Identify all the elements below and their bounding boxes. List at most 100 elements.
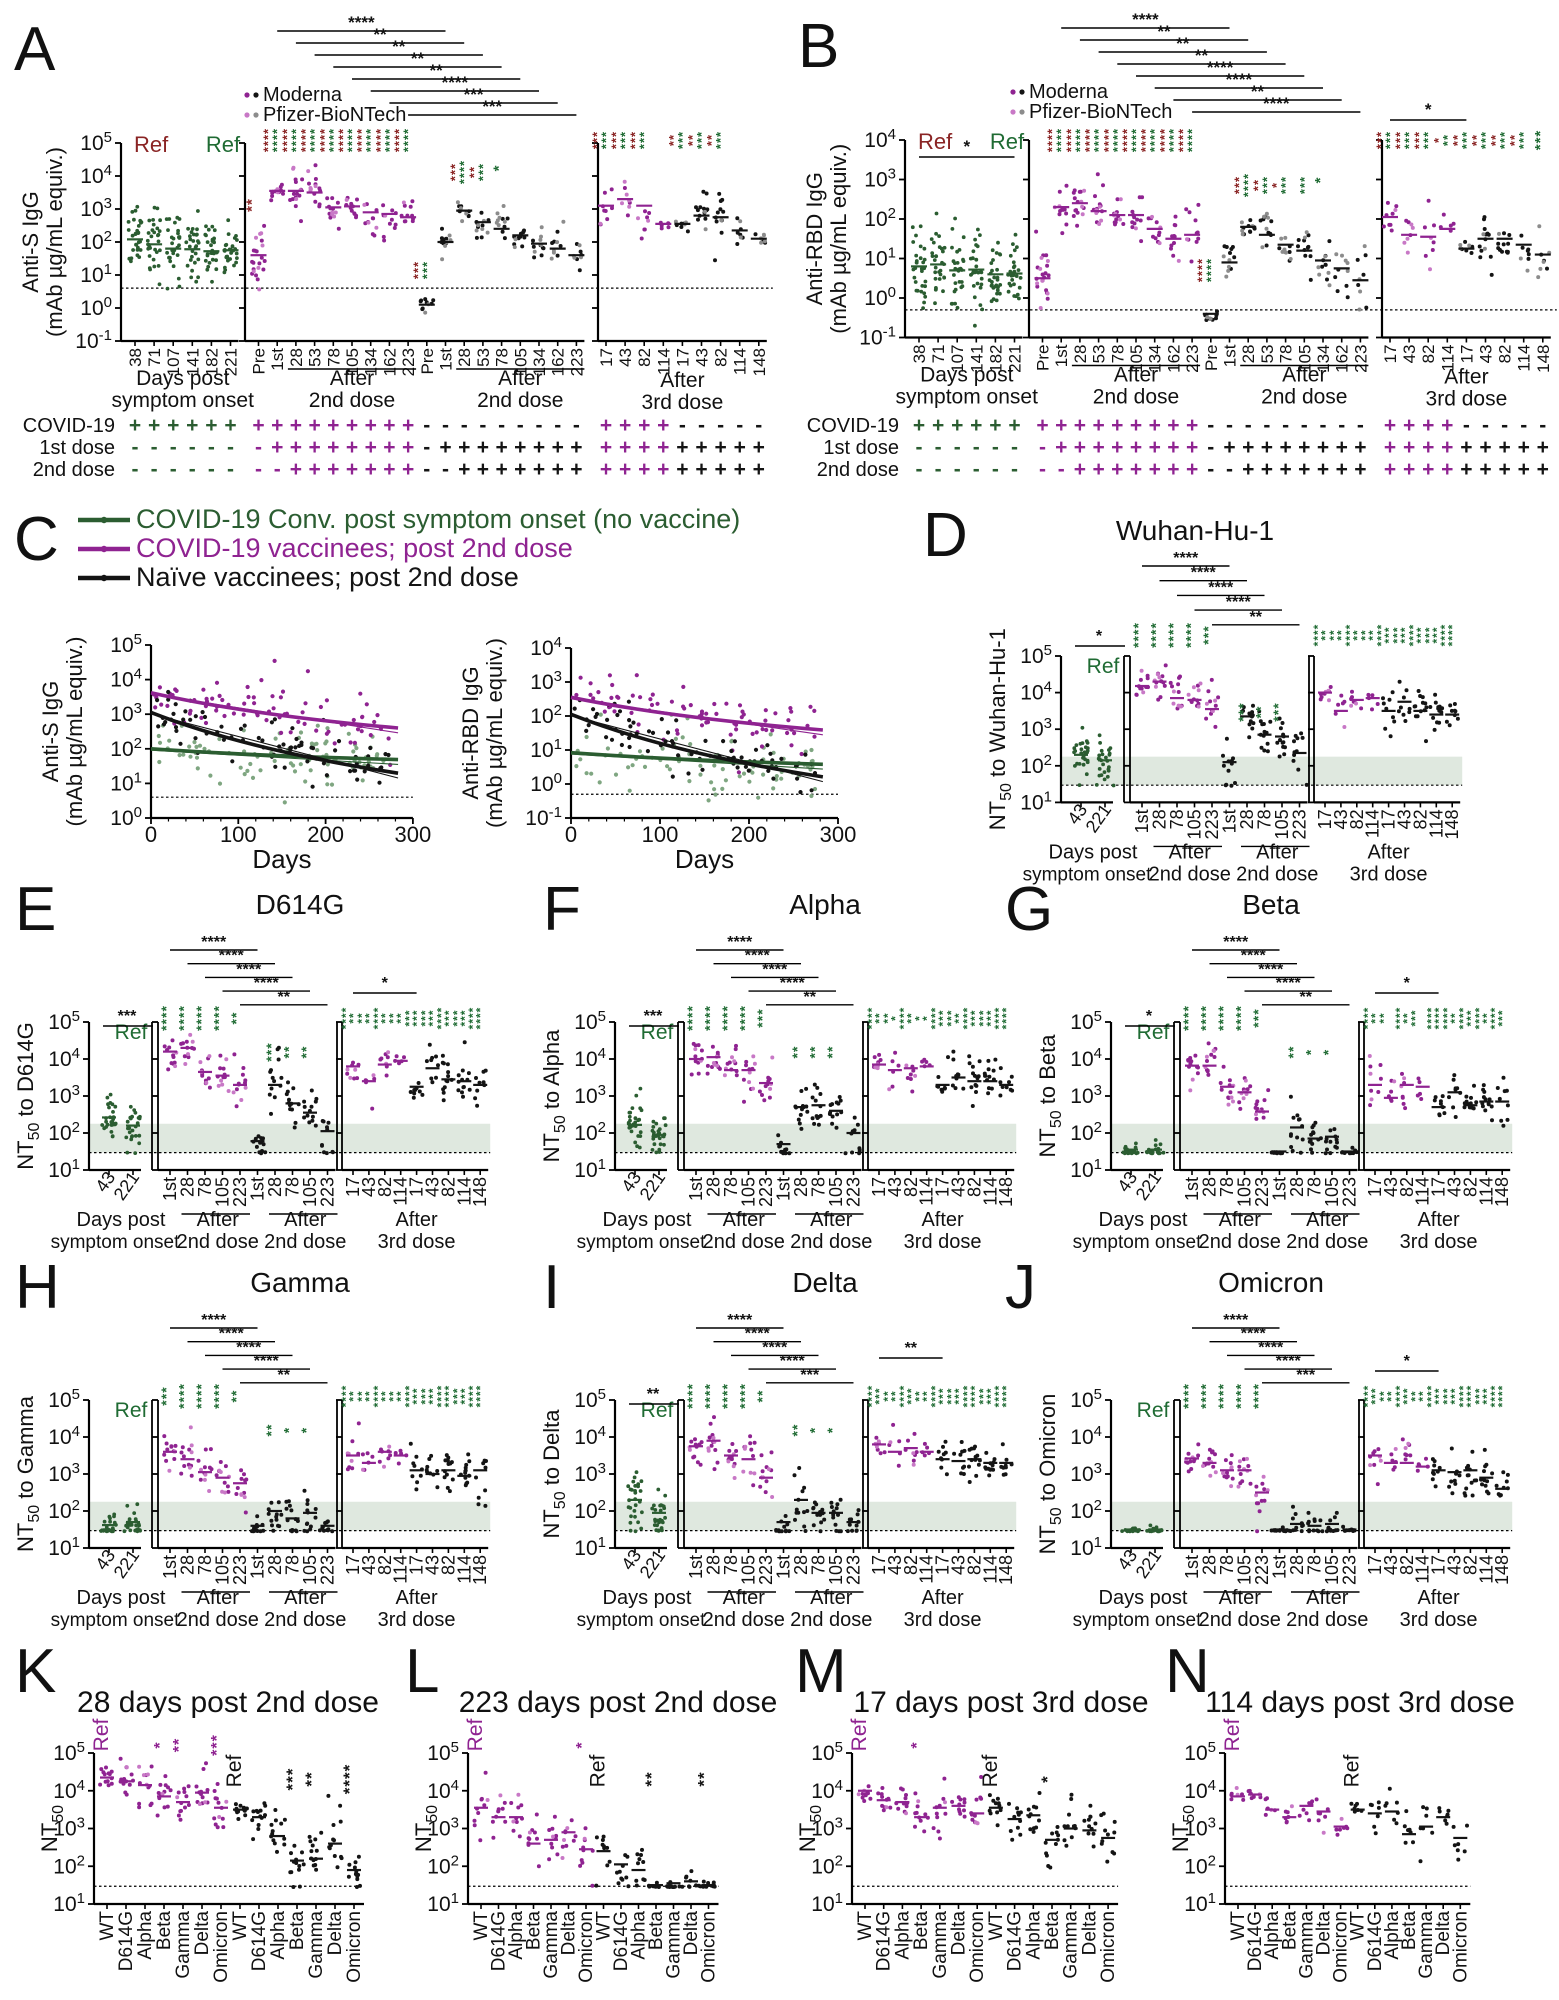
svg-text:WT: WT [471, 1911, 492, 1941]
svg-text:-: - [255, 436, 262, 459]
svg-text:+: + [913, 414, 925, 437]
svg-text:2nd dose: 2nd dose [33, 459, 115, 481]
svg-text:***: *** [419, 261, 434, 279]
svg-text:****: **** [1446, 624, 1460, 647]
svg-text:**: ** [1253, 706, 1269, 719]
svg-text:-: - [1039, 458, 1046, 481]
svg-text:+: + [1354, 458, 1366, 481]
svg-text:+: + [514, 436, 526, 459]
svg-text:+: + [1422, 414, 1434, 437]
svg-text:105: 105 [1235, 1177, 1255, 1207]
svg-text:**: ** [362, 1390, 376, 1401]
svg-text:****: **** [354, 128, 369, 152]
svg-text:Beta: Beta [911, 1911, 932, 1951]
svg-text:103: 103 [574, 1460, 606, 1486]
svg-text:(mAb µg/mL equiv.): (mAb µg/mL equiv.) [826, 144, 851, 334]
svg-text:(mAb µg/mL equiv.): (mAb µg/mL equiv.) [42, 147, 67, 337]
svg-text:*: * [1404, 975, 1411, 992]
svg-text:17: 17 [343, 1177, 363, 1197]
svg-text:+: + [1036, 414, 1048, 437]
svg-text:****: **** [1361, 1007, 1375, 1030]
svg-text:+: + [951, 414, 963, 437]
svg-text:+: + [1242, 458, 1254, 481]
svg-text:28: 28 [1237, 809, 1257, 829]
svg-text:+: + [695, 458, 707, 481]
svg-text:-: - [1482, 414, 1489, 437]
svg-text:+: + [1479, 458, 1491, 481]
svg-text:****: **** [1191, 565, 1217, 582]
svg-text:***: *** [1297, 176, 1312, 194]
svg-text:105: 105 [213, 1177, 233, 1207]
svg-text:****: **** [1488, 1385, 1502, 1408]
svg-text:Delta: Delta [325, 1911, 346, 1956]
svg-text:-: - [1338, 414, 1345, 437]
svg-text:148: 148 [1534, 345, 1553, 373]
svg-text:2nd dose: 2nd dose [264, 1231, 346, 1253]
svg-text:+: + [1403, 458, 1415, 481]
svg-text:****: **** [1496, 1385, 1510, 1408]
svg-text:***: *** [464, 85, 484, 104]
svg-text:+: + [458, 436, 470, 459]
svg-text:After: After [1444, 366, 1488, 389]
svg-text:****: **** [1045, 128, 1060, 152]
svg-text:***: *** [694, 131, 709, 149]
svg-text:****: **** [1233, 1383, 1249, 1409]
svg-text:****: **** [1148, 622, 1164, 648]
svg-text:After: After [498, 367, 542, 390]
svg-text:****: **** [1138, 128, 1153, 152]
svg-text:****: **** [339, 1007, 353, 1030]
svg-text:K: K [15, 1637, 56, 1706]
svg-text:***: *** [637, 131, 652, 149]
svg-text:-: - [935, 458, 942, 481]
svg-text:symptom onset: symptom onset [1073, 1232, 1203, 1253]
svg-text:***: *** [1232, 176, 1247, 194]
svg-text:****: **** [348, 13, 375, 32]
svg-text:28: 28 [704, 1177, 724, 1197]
svg-text:Beta: Beta [1042, 1911, 1063, 1951]
svg-text:+: + [224, 414, 236, 437]
svg-text:****: **** [371, 1385, 385, 1408]
svg-text:F: F [543, 875, 581, 944]
svg-text:2nd dose: 2nd dose [703, 1231, 785, 1253]
svg-text:**: ** [881, 1390, 895, 1401]
svg-text:***: *** [158, 1386, 174, 1405]
svg-text:223: 223 [844, 1555, 864, 1585]
svg-text:+: + [1111, 436, 1123, 459]
svg-text:***: *** [873, 1387, 887, 1404]
svg-text:+: + [1167, 458, 1179, 481]
svg-text:***: *** [450, 1387, 464, 1404]
svg-text:43: 43 [359, 1177, 379, 1197]
svg-text:223: 223 [1202, 809, 1222, 839]
svg-text:+: + [167, 414, 179, 437]
svg-text:+: + [514, 458, 526, 481]
svg-text:53: 53 [474, 348, 493, 367]
svg-text:**: ** [263, 1424, 279, 1437]
svg-text:114: 114 [654, 348, 673, 375]
svg-text:****: **** [326, 128, 341, 152]
svg-text:After: After [660, 369, 704, 392]
svg-text:+: + [533, 436, 545, 459]
svg-text:D614G: D614G [1245, 1911, 1266, 1971]
svg-text:Days post: Days post [920, 364, 1014, 387]
svg-text:Beta: Beta [524, 1911, 545, 1951]
svg-text:**: ** [881, 1012, 895, 1023]
svg-text:+: + [638, 436, 650, 459]
svg-text:2nd dose: 2nd dose [309, 389, 395, 412]
svg-text:***: *** [1464, 1009, 1478, 1026]
svg-text:**: ** [1488, 134, 1503, 146]
svg-text:53: 53 [1258, 345, 1277, 364]
svg-text:***: *** [1480, 1387, 1494, 1404]
svg-text:*: * [1096, 628, 1103, 645]
svg-text:+: + [932, 414, 944, 437]
svg-text:+: + [676, 458, 688, 481]
svg-text:****: **** [1488, 1007, 1502, 1030]
svg-text:+: + [1092, 414, 1104, 437]
svg-text:****: **** [929, 1385, 943, 1408]
svg-text:***: *** [1432, 1387, 1446, 1404]
svg-text:+: + [619, 436, 631, 459]
svg-text:****: **** [474, 1385, 488, 1408]
svg-text:+: + [1008, 414, 1020, 437]
svg-text:***: *** [419, 1387, 433, 1404]
svg-text:Days post: Days post [136, 367, 230, 390]
svg-text:Omicron: Omicron [1331, 1911, 1352, 1983]
